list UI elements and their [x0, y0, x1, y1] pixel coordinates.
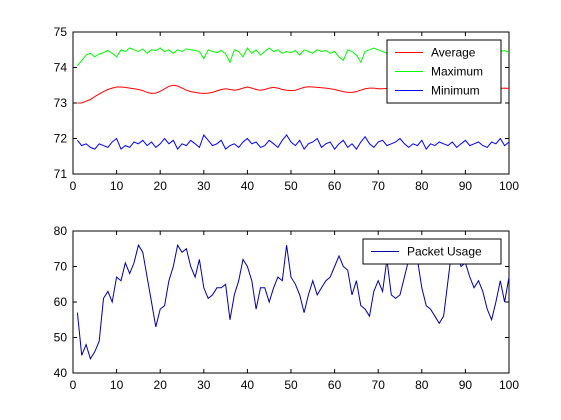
x-tick-label: 30 [197, 179, 211, 193]
x-tick-label: 40 [241, 179, 255, 193]
legend-label: Minimum [431, 84, 480, 98]
x-tick-label: 0 [70, 378, 77, 392]
subplot-1: 0 10 20 30 40 50 60 70 80 90 100 71 72 73 74 75 Average M… [54, 25, 520, 193]
y-tick-label: 60 [54, 295, 68, 309]
series-line-minimum [77, 134, 510, 151]
y-tick-label: 71 [54, 167, 68, 181]
legend: Average Maximum Minimum [386, 39, 502, 104]
legend-label: Packet Usage [407, 245, 482, 259]
x-tick-label: 60 [328, 378, 342, 392]
legend-label: Average [431, 46, 476, 60]
x-tick-label: 0 [70, 179, 77, 193]
x-tick-label: 80 [415, 179, 429, 193]
x-tick-label: 70 [372, 378, 386, 392]
series-line-packet-usage [76, 243, 510, 361]
x-tick-label: 10 [110, 378, 124, 392]
x-tick-label: 50 [284, 378, 298, 392]
x-tick-label: 100 [499, 179, 519, 193]
y-tick-label: 50 [54, 331, 68, 345]
y-tick-label: 80 [54, 224, 68, 238]
x-tick-label: 70 [372, 179, 386, 193]
x-tick-label: 10 [110, 179, 124, 193]
x-tick-label: 30 [197, 378, 211, 392]
y-tick-label: 72 [54, 132, 68, 146]
y-tick-label: 73 [54, 96, 68, 110]
x-tick-label: 60 [328, 179, 342, 193]
y-tick-label: 70 [54, 260, 68, 274]
y-tick-label: 74 [54, 61, 68, 75]
y-tick-label: 40 [54, 366, 68, 380]
x-tick-label: 80 [415, 378, 429, 392]
x-tick-label: 90 [459, 179, 473, 193]
subplot-2: 0 10 20 30 40 50 60 70 80 90 100 40 50 60 70 80 Packet U… [54, 224, 520, 392]
x-tick-label: 90 [459, 378, 473, 392]
legend-label: Maximum [431, 65, 483, 79]
x-tick-label: 100 [499, 378, 519, 392]
x-tick-label: 20 [154, 179, 168, 193]
y-tick-label: 75 [54, 25, 68, 39]
x-tick-label: 40 [241, 378, 255, 392]
legend: Packet Usage [362, 238, 502, 265]
x-tick-label: 20 [154, 378, 168, 392]
x-tick-label: 50 [284, 179, 298, 193]
